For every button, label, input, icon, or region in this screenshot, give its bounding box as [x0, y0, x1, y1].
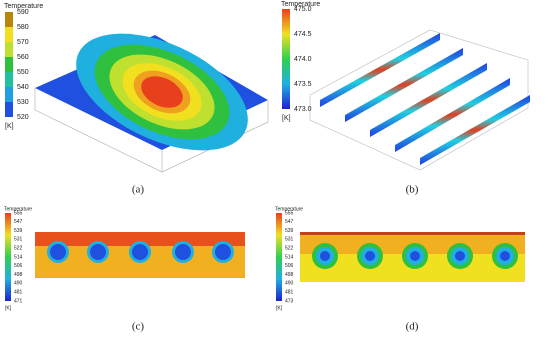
- legend-bar: [5, 12, 13, 117]
- legend-tick-label: 522: [14, 246, 23, 252]
- legend-tick-label: 473.0: [294, 106, 312, 113]
- legend-bar: [282, 9, 290, 109]
- legend-tick-label: 522: [285, 246, 294, 252]
- legend-title: Temperature: [4, 3, 43, 10]
- legend-tick-label: 539: [285, 228, 294, 234]
- legend-tick-label: 555: [285, 210, 294, 216]
- legend-tick-label: 580: [17, 24, 29, 31]
- legend-tick-label: 481: [14, 290, 23, 296]
- legend-tick-label: 540: [17, 84, 29, 91]
- legend-tick-label: 530: [17, 99, 29, 106]
- legend-title: Temperature: [275, 206, 303, 212]
- panel-label: (a): [132, 184, 145, 196]
- legend-unit: [K]: [276, 305, 283, 311]
- legend-tick-label: 474.0: [294, 56, 312, 63]
- legend-unit: [K]: [5, 123, 14, 130]
- legend-tick-label: 531: [285, 237, 294, 243]
- legend-tick-label: 514: [285, 254, 294, 260]
- panel-c: [5, 213, 245, 301]
- legend-tick-label: 547: [285, 219, 294, 225]
- legend-tick-label: 560: [17, 54, 29, 61]
- pipes: [312, 243, 518, 269]
- legend-bar: [276, 213, 282, 301]
- legend-tick-label: 498: [285, 272, 294, 278]
- legend-tick-label: 475.0: [294, 6, 312, 13]
- legend-tick-label: 547: [14, 219, 23, 225]
- legend-title: Temperature: [4, 206, 32, 212]
- channels: [320, 33, 530, 165]
- legend-tick-label: 490: [285, 281, 294, 287]
- panel-label: (c): [132, 321, 145, 333]
- legend-tick-label: 550: [17, 69, 29, 76]
- legend-tick-label: 490: [14, 281, 23, 287]
- contours: [76, 33, 248, 151]
- legend-tick-label: 539: [14, 228, 23, 234]
- legend-tick-label: 514: [14, 254, 23, 260]
- legend-tick-label: 471: [14, 298, 23, 304]
- legend-tick-label: 498: [14, 272, 23, 278]
- legend-bar: [5, 213, 11, 301]
- legend-tick-label: 474.5: [294, 31, 312, 38]
- panel-label: (d): [406, 321, 419, 333]
- legend-tick-label: 473.5: [294, 81, 312, 88]
- legend-tick-label: 506: [14, 263, 23, 269]
- panel-b: [282, 9, 530, 171]
- legend-tick-label: 473: [285, 298, 294, 304]
- legend-tick-label: 590: [17, 9, 29, 16]
- panel-a: [5, 12, 269, 173]
- pipes: [47, 241, 234, 263]
- legend-unit: [K]: [5, 305, 12, 311]
- panel-label: (b): [406, 184, 419, 196]
- legend-tick-label: 520: [17, 114, 29, 121]
- legend-tick-label: 481: [285, 290, 294, 296]
- legend-tick-label: 555: [14, 210, 23, 216]
- legend-tick-label: 531: [14, 237, 23, 243]
- legend-title: Temperature: [281, 1, 320, 8]
- legend-tick-label: 570: [17, 39, 29, 46]
- panel-d: [276, 213, 525, 301]
- legend-unit: [K]: [282, 115, 291, 122]
- legend-tick-label: 506: [285, 263, 294, 269]
